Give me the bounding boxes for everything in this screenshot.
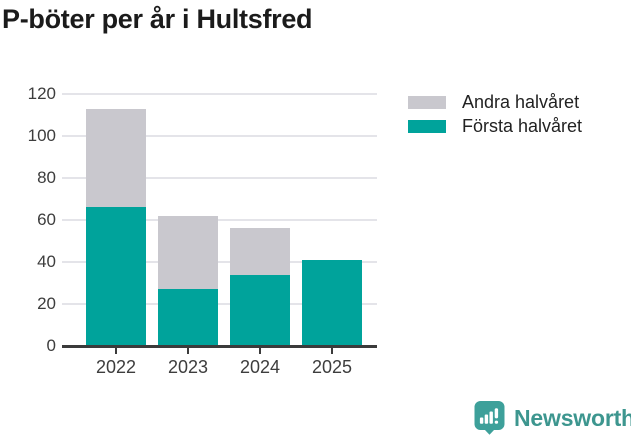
y-axis-label: 100 — [27, 126, 56, 145]
legend-item: Första halvåret — [408, 114, 582, 138]
x-axis-label-2022: 2022 — [95, 357, 137, 377]
x-axis-line — [62, 345, 377, 348]
x-tick-2023 — [187, 348, 189, 354]
chart-title: P-böter per år i Hultsfred — [2, 4, 313, 34]
x-tick-2024 — [259, 348, 261, 354]
logo-bar-short — [479, 417, 484, 424]
legend-swatch — [408, 95, 446, 109]
y-axis-label: 60 — [37, 210, 56, 229]
legend-item: Andra halvåret — [408, 90, 582, 114]
x-axis-label-2025: 2025 — [311, 357, 353, 377]
logo-exclamation-stem — [494, 408, 499, 419]
brand-name: Newsworthy — [514, 404, 631, 431]
gridline-20 — [62, 303, 377, 305]
x-axis-label-2023: 2023 — [167, 357, 209, 377]
gridline-80 — [62, 177, 377, 179]
x-tick-2025 — [331, 348, 333, 354]
y-axis-label: 80 — [37, 168, 56, 187]
y-axis-label: 20 — [37, 294, 56, 313]
bar-first-half-2024 — [230, 274, 290, 346]
gridline-120 — [62, 93, 377, 95]
logo-bar-tall — [489, 411, 493, 424]
bar-first-half-2022 — [86, 207, 146, 346]
bar-second-half-2024 — [230, 228, 290, 275]
x-axis-label-2024: 2024 — [239, 357, 281, 377]
legend-label: Andra halvåret — [462, 91, 580, 112]
y-axis-label: 120 — [27, 84, 56, 103]
legend: Andra halvåret Första halvåret — [408, 90, 582, 138]
y-axis-label: 0 — [46, 336, 56, 355]
bar-first-half-2025 — [302, 259, 362, 346]
x-tick-2022 — [115, 348, 117, 354]
y-axis-label: 40 — [37, 252, 56, 271]
bar-second-half-2022 — [86, 108, 146, 208]
legend-label: Första halvåret — [462, 115, 583, 136]
logo-bar-medium — [484, 414, 489, 424]
bar-second-half-2023 — [158, 215, 218, 290]
brand-footer: Newsworthy — [474, 401, 631, 435]
gridline-60 — [62, 219, 377, 221]
gridline-100 — [62, 135, 377, 137]
legend-swatch — [408, 119, 446, 133]
logo-exclamation-dot — [494, 420, 499, 424]
gridline-40 — [62, 261, 377, 263]
newsworthy-logo-icon — [474, 401, 505, 435]
bar-first-half-2023 — [158, 289, 218, 346]
